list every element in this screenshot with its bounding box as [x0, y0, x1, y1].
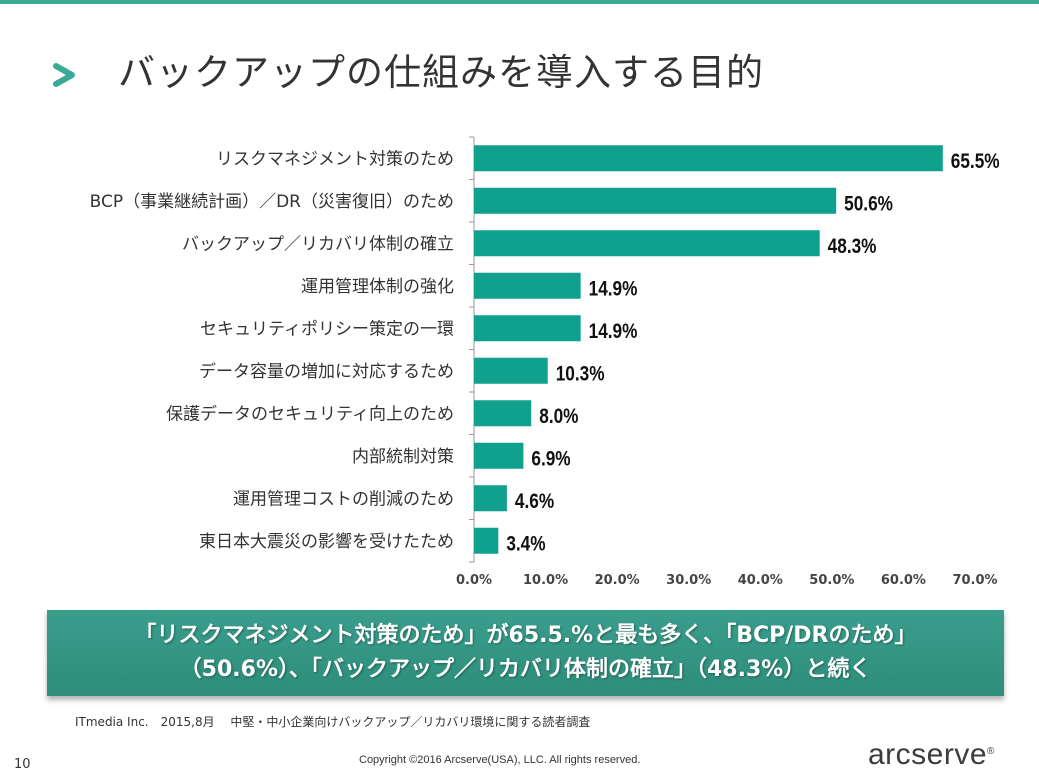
bar — [474, 357, 548, 384]
data-label: 3.4% — [506, 533, 545, 556]
copyright-text: Copyright ©2016 Arcserve(USA), LLC. All … — [359, 754, 641, 766]
category-label: 内部統制対策 — [352, 447, 454, 467]
bar — [474, 272, 581, 299]
data-label: 50.6% — [844, 193, 893, 216]
chevron-right-icon — [53, 63, 75, 87]
logo-text: arcserve — [868, 738, 988, 771]
page-title: バックアップの仕組みを導入する目的 — [118, 51, 764, 94]
category-label: リスクマネジメント対策のため — [216, 149, 454, 169]
source-note: ITmedia Inc. 2015,8月 中堅・中小企業向けバックアップ／リカバ… — [75, 715, 591, 729]
bar — [474, 145, 943, 172]
category-label: セキュリティポリシー策定の一環 — [200, 319, 454, 339]
page-number: 10 — [14, 757, 31, 772]
x-tick-label: 40.0% — [738, 573, 783, 588]
bar — [474, 527, 499, 554]
summary-banner: 「リスクマネジメント対策のため」が65.5.%と最も多く、「BCP/DRのため」… — [47, 610, 1004, 696]
x-tick-label: 0.0% — [456, 573, 492, 588]
data-label: 14.9% — [589, 278, 638, 301]
data-label: 4.6% — [515, 491, 554, 514]
bar-chart: リスクマネジメント対策のため 65.5% BCP（事業継続計画）／DR（災害復旧）の… — [90, 136, 1000, 588]
category-label: 東日本大震災の影響を受けたため — [199, 532, 454, 552]
data-label: 6.9% — [531, 448, 570, 471]
bar — [474, 230, 820, 257]
data-label: 14.9% — [589, 321, 638, 344]
category-label: バックアップ／リカバリ体制の確立 — [182, 234, 454, 254]
data-label: 8.0% — [539, 406, 578, 429]
data-label: 48.3% — [828, 236, 877, 259]
category-label: 運用管理体制の強化 — [301, 277, 454, 297]
data-label: 10.3% — [556, 363, 605, 386]
bar — [474, 315, 581, 342]
bar — [474, 485, 507, 512]
category-label: BCP（事業継続計画）／DR（災害復旧）のため — [90, 192, 454, 212]
bar — [474, 442, 524, 469]
bar — [474, 187, 837, 214]
summary-line-2: （50.6%）、「バックアップ／リカバリ体制の確立」（48.3%）と続く — [179, 657, 872, 682]
x-tick-label: 20.0% — [595, 573, 640, 588]
data-label: 65.5% — [951, 151, 1000, 174]
x-tick-label: 10.0% — [523, 573, 568, 588]
logo-registered-mark: ® — [987, 746, 995, 757]
x-tick-label: 70.0% — [952, 573, 997, 588]
top-accent-bar — [0, 0, 1039, 4]
category-label: データ容量の増加に対応するため — [199, 361, 454, 382]
category-label: 運用管理コストの削減のため — [233, 489, 454, 509]
x-tick-label: 60.0% — [881, 573, 926, 588]
category-label: 保護データのセキュリティ向上のため — [166, 403, 454, 424]
arcserve-logo: arcserve® — [868, 738, 995, 772]
x-tick-label: 50.0% — [809, 573, 854, 588]
x-tick-label: 30.0% — [666, 573, 711, 588]
summary-line-1: 「リスクマネジメント対策のため」が65.5.%と最も多く、「BCP/DRのため」 — [134, 623, 917, 648]
bar — [474, 400, 532, 427]
